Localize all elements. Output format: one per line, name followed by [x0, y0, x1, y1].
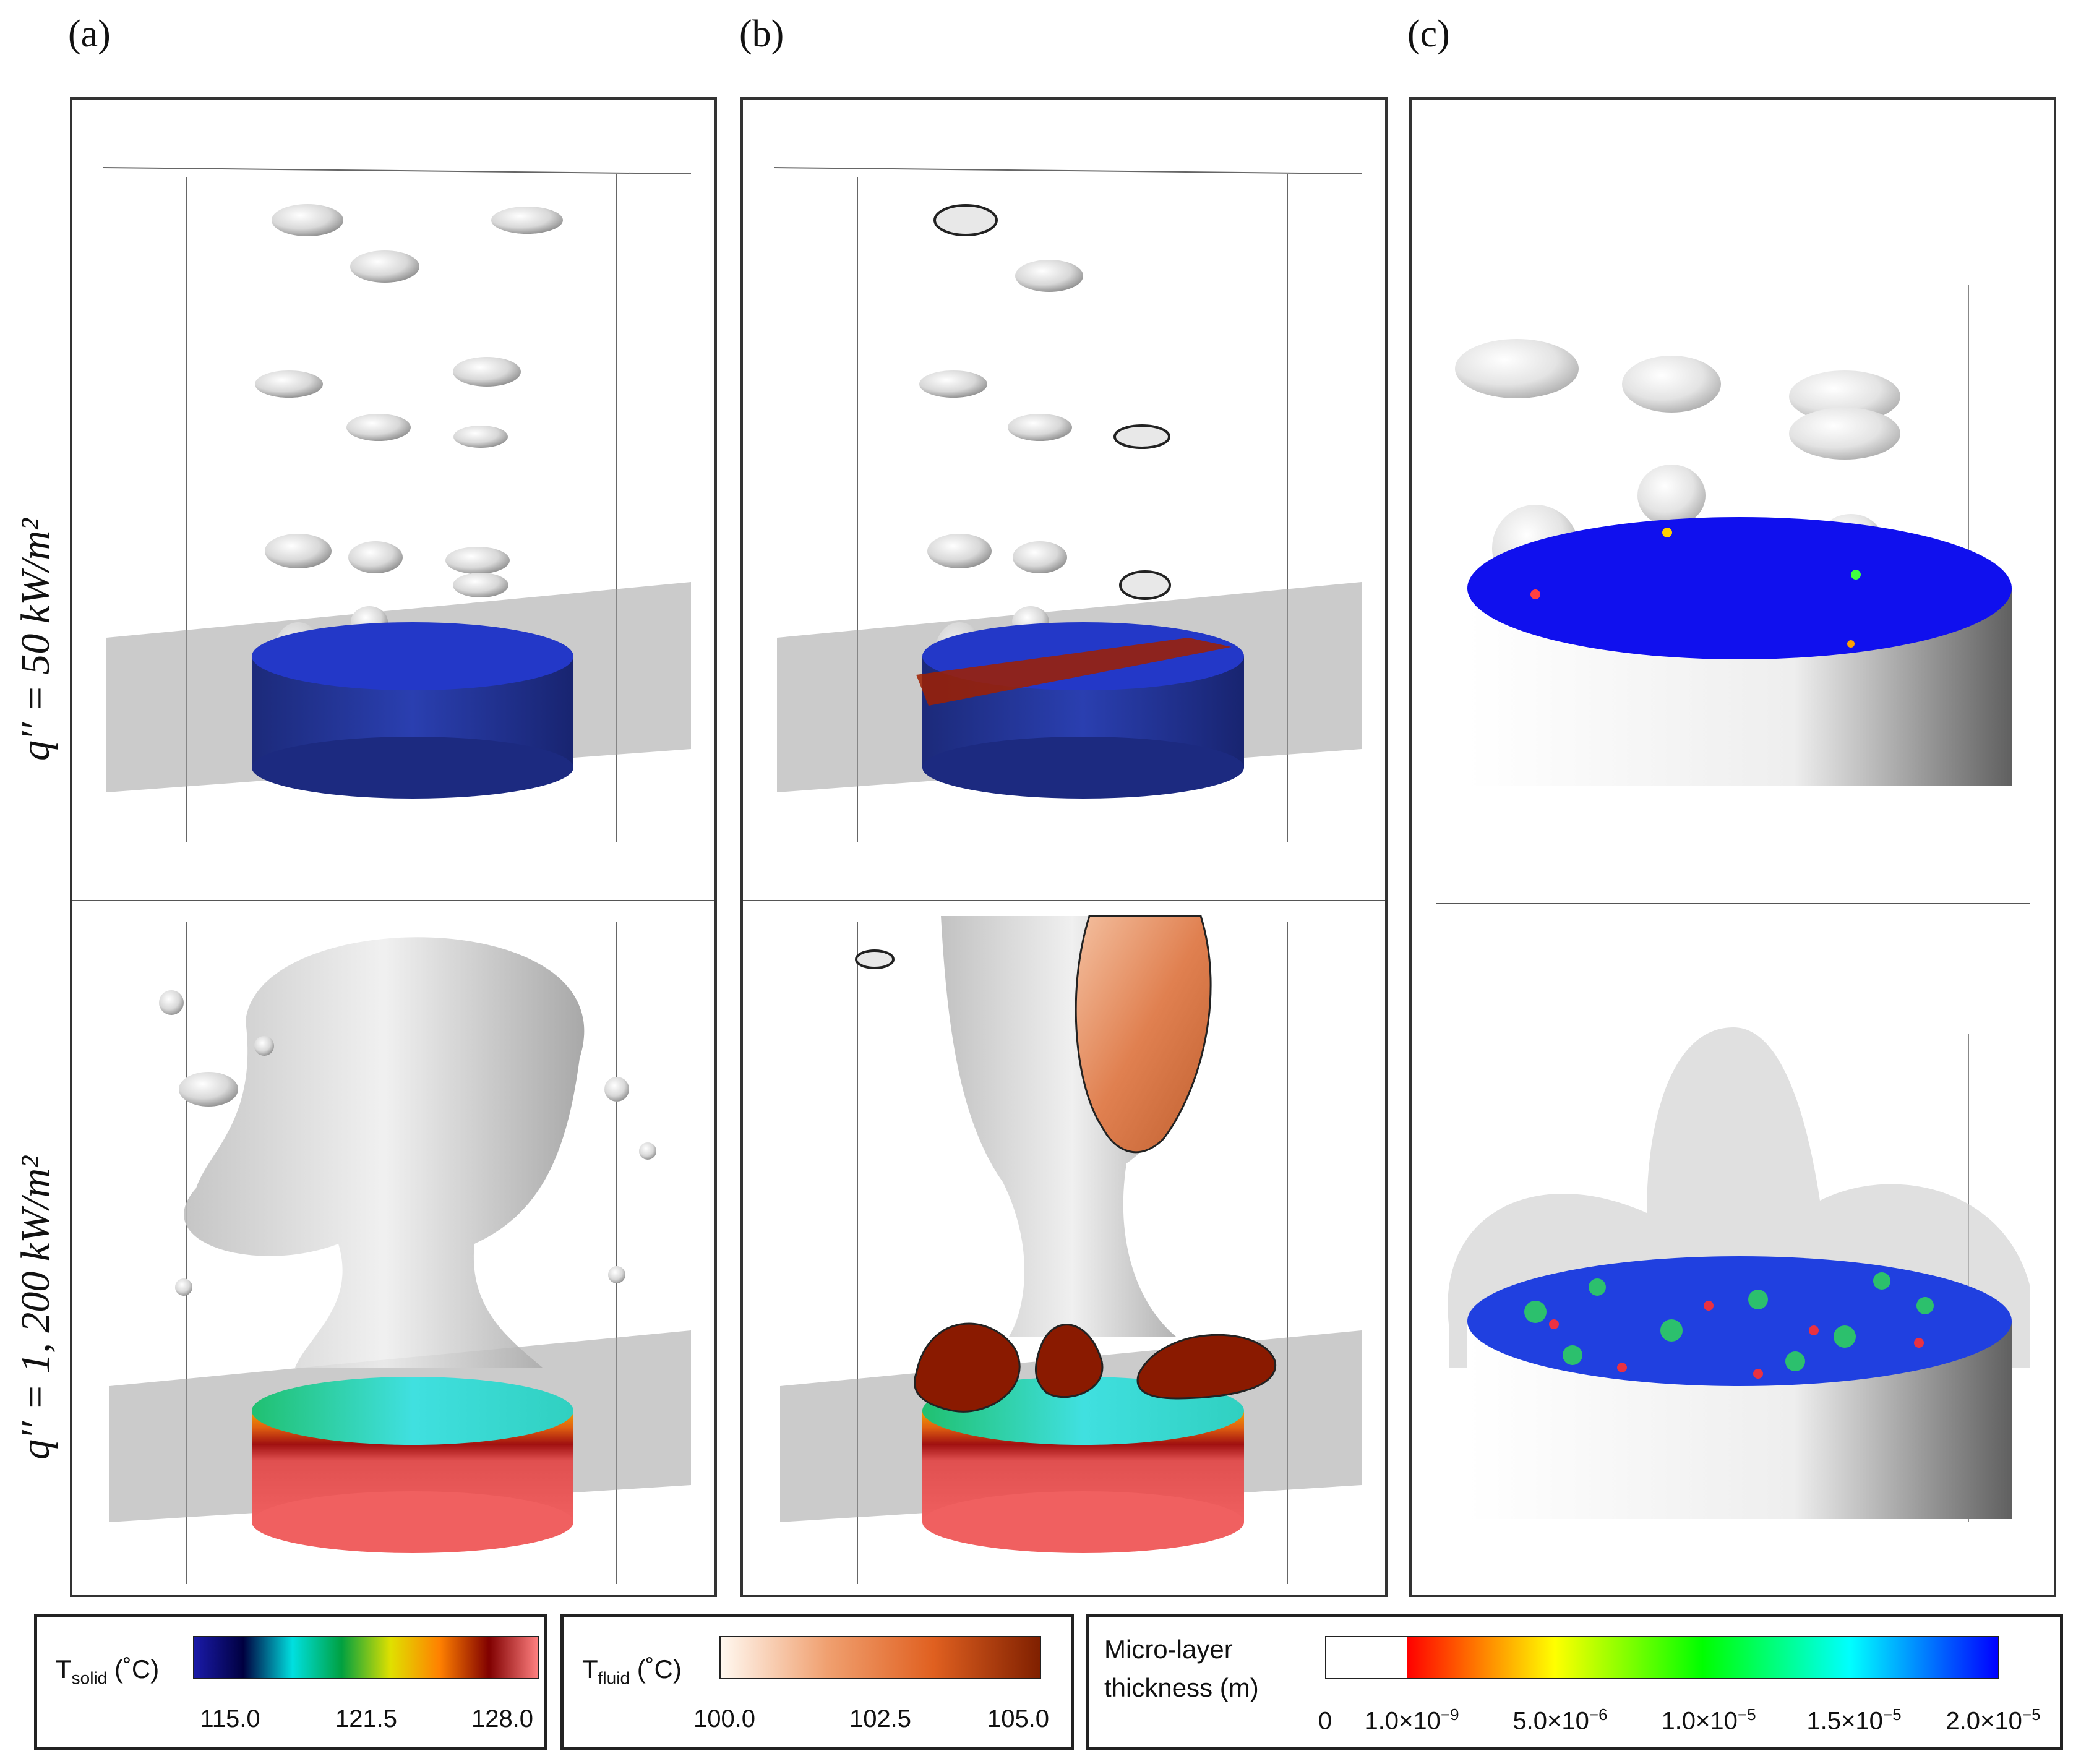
tick-solid-mid: 121.5 [335, 1705, 398, 1732]
panel-a [70, 97, 717, 1597]
panel-label-c: (c) [1407, 13, 1450, 55]
colorbar-fluid [719, 1636, 1041, 1679]
legend-micro-title-line1: Micro-layer [1104, 1635, 1233, 1664]
panel-label-b: (b) [739, 13, 784, 55]
heater-cylinder-c-top [1467, 517, 2012, 786]
tick-fluid-min: 100.0 [693, 1705, 756, 1732]
tick-micro-3: 1.0×10−5 [1661, 1705, 1756, 1735]
legend-solid-temperature: Tsolid (˚C) 115.0 121.5 128.0 [34, 1614, 547, 1750]
colorbar-microlayer [1325, 1636, 1999, 1679]
panel-label-a: (a) [68, 13, 111, 55]
panel-b [740, 97, 1388, 1597]
heater-cylinder-c-bottom [1467, 1256, 2012, 1519]
tick-fluid-max: 105.0 [987, 1705, 1050, 1732]
panel-c [1409, 97, 2056, 1597]
legend-fluid-title: Tfluid (˚C) [582, 1655, 682, 1688]
tick-micro-0: 0 [1318, 1707, 1332, 1735]
tick-solid-min: 115.0 [200, 1705, 260, 1732]
row-label-bottom: q′′ = 1, 200 kW/m² [13, 1156, 58, 1460]
tick-micro-1: 1.0×10−9 [1364, 1705, 1459, 1735]
legend-fluid-temperature: Tfluid (˚C) 100.0 102.5 105.0 [560, 1614, 1074, 1750]
tick-micro-2: 5.0×10−6 [1512, 1705, 1608, 1735]
legend-micro-title-line2: thickness (m) [1104, 1673, 1259, 1702]
panel-a-render [72, 167, 714, 1584]
vapor-plume [184, 937, 585, 1368]
heater-cylinder-top [252, 622, 573, 799]
heater-cylinder-bottom [252, 1377, 573, 1553]
hot-fluid-region [1075, 915, 1212, 1154]
row-label-top: q′′ = 50 kW/m² [13, 518, 58, 761]
tick-solid-max: 128.0 [471, 1705, 534, 1732]
legend-microlayer-thickness: Micro-layer thickness (m) 0 1.0×10−9 5.0… [1086, 1614, 2063, 1750]
tick-micro-5: 2.0×10−5 [1946, 1705, 2041, 1735]
tick-fluid-mid: 102.5 [849, 1705, 912, 1732]
panel-b-render [743, 167, 1385, 1584]
legend-solid-title: Tsolid (˚C) [56, 1655, 160, 1688]
colorbar-solid [193, 1636, 539, 1679]
tick-micro-4: 1.5×10−5 [1806, 1705, 1902, 1735]
panel-c-render [1436, 285, 2030, 1522]
